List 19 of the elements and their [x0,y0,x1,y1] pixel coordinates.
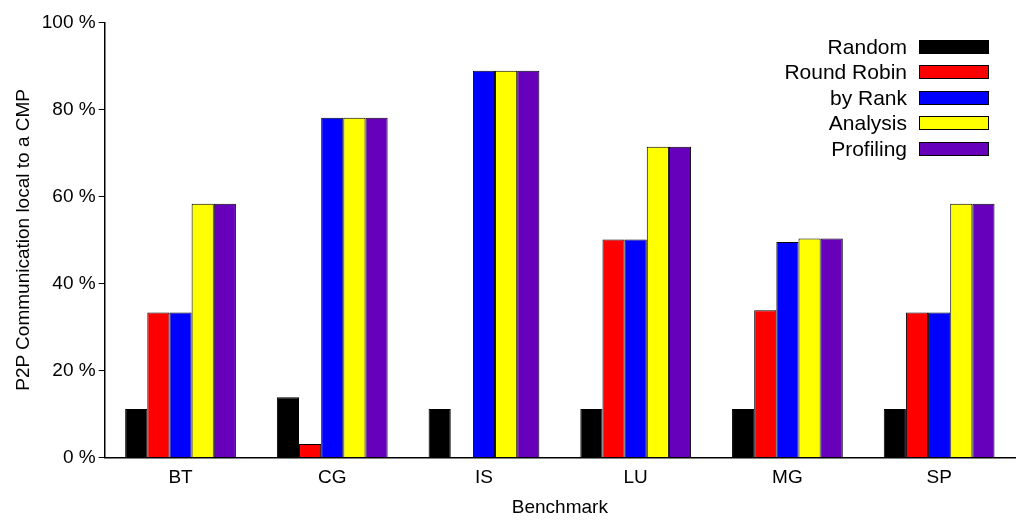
y-tick-label: 100 % [41,10,96,32]
legend-label: Profiling [831,136,907,161]
x-tick-label: SP [926,466,952,488]
y-tick-label: 40 % [52,271,96,293]
y-tick-label: 60 % [52,184,96,206]
legend-label: by Rank [829,85,907,110]
x-tick-label: CG [318,466,347,488]
y-tick-label: 80 % [52,97,96,119]
x-tick-label: LU [623,466,648,488]
x-tick-label: MG [772,466,803,488]
legend-label: Analysis [828,111,907,136]
x-tick-label: BT [168,466,194,488]
y-axis-title: P2P Communication local to a CMP [11,89,33,391]
x-axis-title: Benchmark [511,495,609,517]
y-tick-label: 20 % [52,358,96,380]
y-tick-label: 0 % [62,445,96,467]
legend-label: Round Robin [784,60,907,85]
legend-label: Random [827,34,907,59]
x-tick-label: IS [475,466,493,488]
